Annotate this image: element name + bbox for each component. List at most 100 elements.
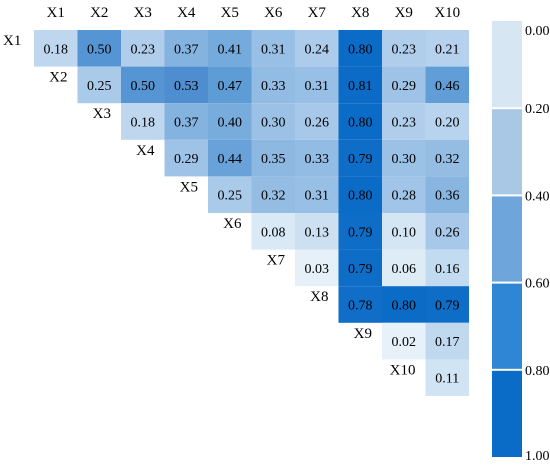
heatmap-cell — [208, 139, 252, 177]
heatmap-cell — [425, 359, 469, 396]
cell-value-label: 0.31 — [305, 189, 330, 204]
cell-value-label: 0.06 — [392, 262, 417, 277]
colorbar-tick-label: 0.40 — [525, 189, 550, 204]
heatmap-cell — [338, 176, 382, 213]
heatmap-cell — [164, 66, 208, 104]
cell-value-label: 0.41 — [218, 42, 243, 57]
heatmap-cell — [208, 66, 252, 104]
heatmap-cell — [338, 103, 382, 140]
heatmap-cell — [295, 103, 339, 140]
cell-value-label: 0.02 — [392, 335, 417, 350]
heatmap-cell — [338, 213, 382, 250]
column-tick-label: X7 — [308, 5, 327, 21]
heatmap-cell — [251, 139, 295, 177]
cell-value-label: 0.33 — [261, 79, 286, 94]
row-tick-label: X6 — [223, 216, 242, 232]
row-tick-label: X10 — [390, 362, 416, 378]
cell-value-label: 0.78 — [348, 299, 373, 314]
cell-value-label: 0.25 — [218, 189, 243, 204]
column-tick-label: X2 — [90, 5, 108, 21]
cell-value-label: 0.33 — [305, 152, 330, 167]
row-tick-label: X7 — [267, 253, 286, 269]
colorbar-band — [492, 283, 522, 369]
row-tick-label: X2 — [49, 70, 67, 86]
row-tick-label: X5 — [180, 179, 198, 195]
heatmap-cell — [338, 30, 382, 67]
colorbar-band — [492, 370, 522, 457]
cell-value-label: 0.21 — [435, 42, 460, 57]
cell-value-label: 0.30 — [261, 116, 286, 131]
column-tick-label: X10 — [434, 5, 460, 21]
heatmap-cell — [251, 66, 295, 104]
row-tick-label: X1 — [3, 33, 21, 49]
cell-value-label: 0.13 — [305, 225, 330, 240]
cell-value-label: 0.17 — [435, 335, 460, 350]
cell-value-label: 0.80 — [348, 42, 373, 57]
row-tick-label: X9 — [354, 326, 372, 342]
cell-value-label: 0.32 — [435, 152, 460, 167]
cell-value-label: 0.26 — [435, 225, 460, 240]
cell-value-label: 0.50 — [87, 42, 112, 57]
heatmap-cell — [164, 103, 208, 140]
cell-value-label: 0.03 — [305, 262, 330, 277]
cell-value-label: 0.80 — [392, 299, 417, 314]
colorbar-band — [492, 109, 522, 195]
heatmap-cell — [382, 176, 426, 213]
cell-value-label: 0.81 — [348, 79, 373, 94]
cell-value-label: 0.32 — [261, 189, 286, 204]
cell-value-label: 0.37 — [174, 42, 199, 57]
heatmap-cell — [338, 286, 382, 323]
colorbar-tick-label: 0.20 — [525, 102, 550, 117]
heatmap-cell — [382, 139, 426, 177]
colorbar-band — [492, 21, 522, 108]
heatmap-cell — [251, 176, 295, 213]
cell-value-label: 0.79 — [348, 262, 373, 277]
cell-value-label: 0.23 — [392, 116, 417, 131]
heatmap-cell — [295, 139, 339, 177]
cell-value-label: 0.80 — [348, 189, 373, 204]
heatmap-cell — [295, 249, 339, 287]
cell-value-label: 0.50 — [131, 79, 156, 94]
row-tick-label: X4 — [136, 143, 155, 159]
column-tick-labels: X1 X2 X3 X4 X5 X6 X7 X8 X9 X10 — [47, 5, 461, 21]
cell-value-label: 0.46 — [435, 79, 460, 94]
heatmap-cell — [425, 103, 469, 140]
heatmap-cell — [34, 30, 78, 67]
heatmap-cell — [338, 66, 382, 104]
heatmap-cell — [425, 66, 469, 104]
colorbar-band — [492, 196, 522, 282]
heatmap-cell — [121, 103, 165, 140]
cell-value-label: 0.36 — [435, 189, 460, 204]
cell-value-label: 0.26 — [305, 116, 330, 131]
cell-value-label: 0.79 — [348, 152, 373, 167]
heatmap-cell — [425, 249, 469, 287]
heatmap-cell — [295, 30, 339, 67]
cell-value-label: 0.80 — [348, 116, 373, 131]
heatmap-cell — [121, 66, 165, 104]
colorbar: 0.00 0.20 0.40 0.60 0.80 1.00 — [492, 21, 550, 464]
heatmap-cell — [77, 30, 121, 67]
heatmap-cell — [295, 66, 339, 104]
heatmap-cell — [382, 213, 426, 250]
cell-value-label: 0.25 — [87, 79, 112, 94]
colorbar-tick-label: 0.00 — [525, 24, 550, 39]
heatmap-cell — [425, 176, 469, 213]
heatmap-cell — [382, 66, 426, 104]
heatmap-cell — [251, 213, 295, 250]
cell-value-label: 0.44 — [218, 152, 243, 167]
heatmap-cell — [251, 30, 295, 67]
cell-value-label: 0.31 — [261, 42, 286, 57]
heatmap-cell — [382, 249, 426, 287]
heatmap-cell — [338, 139, 382, 177]
column-tick-label: X1 — [47, 5, 65, 21]
row-tick-labels: X1 X2 X3 X4 X5 X6 X7 X8 X9 X10 — [3, 33, 416, 378]
heatmap-cell — [425, 322, 469, 360]
cell-value-label: 0.18 — [131, 116, 156, 131]
cell-value-label: 0.24 — [305, 42, 330, 57]
row-tick-label: X3 — [93, 106, 111, 122]
cell-value-label: 0.79 — [435, 299, 460, 314]
heatmap-cell — [425, 30, 469, 67]
cell-value-label: 0.79 — [348, 225, 373, 240]
column-tick-label: X9 — [395, 5, 413, 21]
